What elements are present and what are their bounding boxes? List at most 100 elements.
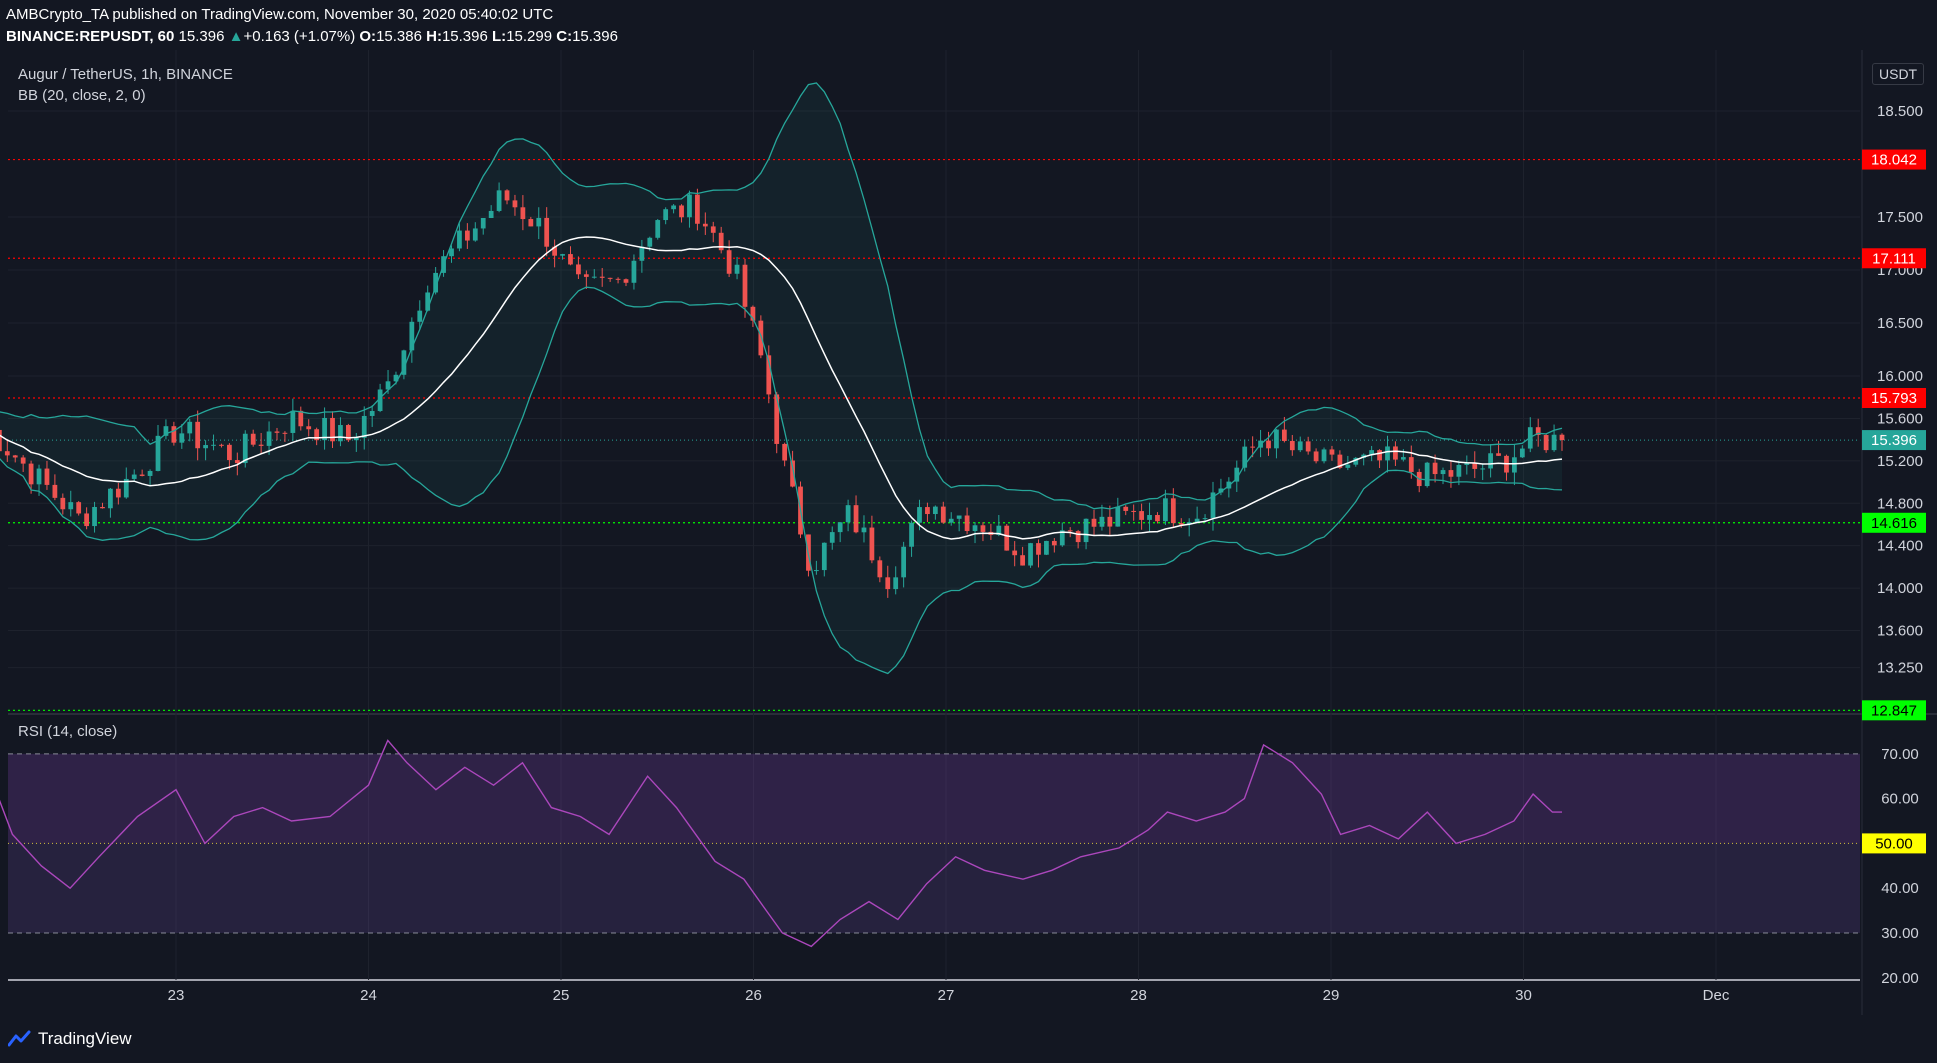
candle-body[interactable]: [758, 320, 764, 356]
candle-body[interactable]: [1440, 470, 1446, 475]
currency-unit-label[interactable]: USDT: [1872, 63, 1925, 85]
candle-body[interactable]: [1305, 441, 1311, 452]
x-tick-label[interactable]: 23: [168, 987, 185, 1004]
candle-body[interactable]: [409, 321, 415, 351]
x-tick-label[interactable]: 28: [1130, 987, 1147, 1004]
x-tick-label[interactable]: Dec: [1703, 987, 1730, 1004]
candle-body[interactable]: [980, 525, 986, 532]
candle-body[interactable]: [1139, 511, 1144, 520]
candle-body[interactable]: [155, 435, 161, 471]
candle-body[interactable]: [599, 276, 605, 278]
candle-body[interactable]: [1186, 522, 1192, 525]
candle-body[interactable]: [187, 421, 193, 434]
rsi-tick-label[interactable]: 70.00: [1881, 746, 1919, 763]
candle-body[interactable]: [766, 355, 772, 395]
candle-body[interactable]: [234, 460, 240, 464]
candle-body[interactable]: [1448, 470, 1454, 477]
x-tick-label[interactable]: 25: [553, 987, 570, 1004]
tradingview-logo[interactable]: TradingView: [8, 1029, 132, 1049]
last-price-tag[interactable]: [1862, 430, 1926, 451]
candle-body[interactable]: [631, 260, 637, 283]
candle-body[interactable]: [869, 527, 875, 561]
candle-body[interactable]: [1289, 440, 1295, 451]
candle-body[interactable]: [377, 389, 383, 412]
candle-body[interactable]: [853, 505, 859, 533]
candle-body[interactable]: [1512, 457, 1517, 473]
candle-body[interactable]: [544, 217, 550, 247]
candle-body[interactable]: [1377, 450, 1382, 461]
y-tick-label[interactable]: 16.500: [1877, 315, 1923, 332]
candle-body[interactable]: [1464, 462, 1470, 465]
candle-body[interactable]: [576, 264, 581, 275]
candle-body[interactable]: [1194, 518, 1200, 523]
candle-body[interactable]: [1480, 468, 1486, 470]
candle-body[interactable]: [647, 237, 653, 247]
candle-body[interactable]: [671, 205, 676, 210]
candle-body[interactable]: [1012, 550, 1018, 556]
candle-body[interactable]: [211, 444, 216, 446]
candle-body[interactable]: [663, 209, 669, 221]
candle-body[interactable]: [1004, 525, 1010, 551]
candle-body[interactable]: [917, 507, 922, 523]
candle-body[interactable]: [1059, 530, 1065, 546]
y-tick-label[interactable]: 16.000: [1877, 368, 1923, 385]
candle-body[interactable]: [1559, 434, 1565, 441]
candle-body[interactable]: [401, 350, 407, 375]
candle-body[interactable]: [179, 433, 185, 443]
candle-body[interactable]: [528, 219, 534, 227]
rsi-tick-label[interactable]: 20.00: [1881, 970, 1919, 987]
candle-body[interactable]: [932, 506, 938, 515]
candle-body[interactable]: [1170, 498, 1176, 524]
candle-body[interactable]: [298, 410, 304, 427]
candle-body[interactable]: [266, 431, 272, 446]
x-tick-label[interactable]: 30: [1515, 987, 1532, 1004]
candle-body[interactable]: [1083, 518, 1089, 543]
candle-body[interactable]: [1519, 448, 1525, 458]
rsi-tick-label[interactable]: 30.00: [1881, 925, 1919, 942]
candle-body[interactable]: [750, 306, 756, 321]
candle-body[interactable]: [1432, 462, 1438, 475]
candle-body[interactable]: [877, 560, 883, 578]
candle-body[interactable]: [940, 506, 946, 523]
candle-body[interactable]: [1099, 516, 1105, 527]
candle-body[interactable]: [1131, 510, 1137, 512]
candle-body[interactable]: [496, 190, 502, 211]
candle-body[interactable]: [1155, 515, 1160, 522]
candle-body[interactable]: [948, 518, 954, 523]
candle-body[interactable]: [290, 410, 296, 433]
candle-body[interactable]: [1075, 531, 1081, 543]
symbol-label[interactable]: BINANCE:REPUSDT, 60: [6, 28, 175, 45]
candle-body[interactable]: [1424, 462, 1430, 487]
candle-body[interactable]: [115, 488, 121, 498]
candle-body[interactable]: [821, 542, 827, 571]
candle-body[interactable]: [1385, 446, 1390, 461]
candle-body[interactable]: [274, 431, 280, 433]
candle-body[interactable]: [702, 223, 708, 227]
candle-body[interactable]: [92, 506, 97, 527]
support-price-tag[interactable]: [1862, 512, 1926, 533]
candle-body[interactable]: [742, 264, 748, 307]
y-tick-label[interactable]: 18.500: [1877, 103, 1923, 120]
candle-body[interactable]: [480, 218, 486, 229]
candle-body[interactable]: [615, 278, 621, 280]
candle-body[interactable]: [282, 432, 288, 434]
candle-body[interactable]: [1393, 446, 1398, 460]
candle-body[interactable]: [925, 507, 930, 515]
candle-body[interactable]: [1036, 543, 1041, 555]
candle-body[interactable]: [171, 426, 177, 443]
candle-body[interactable]: [12, 455, 18, 458]
candle-body[interactable]: [774, 394, 780, 444]
y-tick-label[interactable]: 13.250: [1877, 660, 1923, 677]
resistance-price-tag[interactable]: [1862, 248, 1926, 269]
candle-body[interactable]: [361, 415, 367, 438]
candle-body[interactable]: [464, 230, 470, 241]
candle-body[interactable]: [449, 248, 454, 257]
x-tick-label[interactable]: 24: [360, 987, 377, 1004]
candle-body[interactable]: [457, 230, 462, 249]
y-tick-label[interactable]: 15.600: [1877, 410, 1923, 427]
candle-body[interactable]: [4, 451, 10, 456]
candle-body[interactable]: [227, 444, 232, 461]
bb-indicator-label[interactable]: BB (20, close, 2, 0): [18, 87, 146, 104]
candle-body[interactable]: [861, 527, 867, 533]
candle-body[interactable]: [1266, 440, 1271, 449]
